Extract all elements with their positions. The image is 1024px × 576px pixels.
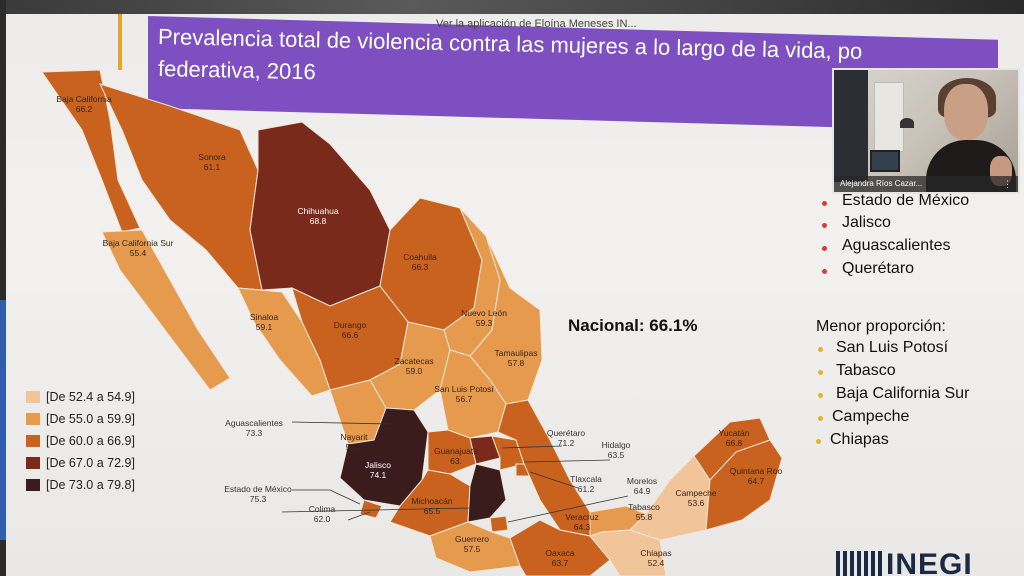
bullet-icon [818,416,823,421]
video-background [900,118,914,128]
label-san-luis-potosi: San Luis Potosí 56.7 [434,384,494,404]
mayor-item: Jalisco [842,214,891,231]
state-hidalgo [491,435,525,471]
bullet-icon [818,370,823,375]
legend-item: [De 73.0 a 79.8] [26,474,135,496]
title-accent [118,14,122,70]
inegi-logo-text: INEGI [886,548,973,576]
bullet-icon [818,347,823,352]
label-campeche: Campeche 53.6 [675,488,717,508]
label-veracruz: Veracruz 64.3 [565,512,599,532]
participant-figure [944,84,988,140]
legend-label: [De 60.0 a 66.9] [46,434,135,448]
map-legend: [De 52.4 a 54.9] [De 55.0 a 59.9] [De 60… [26,386,135,496]
label-nayarit: Nayarit 58.1 [340,432,368,452]
label-colima: Colima 62.0 [308,504,336,524]
bullet-icon [822,223,827,228]
video-background [834,70,868,182]
legend-item: [De 60.0 a 66.9] [26,430,135,452]
label-quintana-roo: Quintana Roo 64.7 [729,466,783,486]
legend-label: [De 67.0 a 72.9] [46,456,135,470]
state-baja-california-sur [101,229,231,391]
legend-item: [De 52.4 a 54.9] [26,386,135,408]
legend-swatch [26,435,40,447]
label-estado-de-mexico: Estado de México 75.3 [224,484,292,504]
label-guanajuato: Guanajuato 63. [434,446,478,466]
bullet-icon [816,439,821,444]
label-michoacan: Michoacán 65.5 [411,496,453,516]
menor-heading: Menor proporción: [816,318,946,335]
inegi-logo-mark [836,551,882,576]
mayor-item: Estado de México [842,192,970,209]
legend-label: [De 52.4 a 54.9] [46,390,135,404]
legend-swatch [26,413,40,425]
video-background [874,82,904,152]
screen-share-banner[interactable]: Ver la aplicación de Eloína Meneses IN..… [436,18,637,30]
menor-item: Tabasco [836,362,896,379]
label-zacatecas: Zacatecas 59.0 [394,356,434,376]
legend-label: [De 55.0 a 59.9] [46,412,135,426]
bullet-icon [818,393,823,398]
label-chiapas: Chiapas 52.4 [640,548,672,568]
label-chihuahua: Chihuahua 68.8 [297,206,339,226]
mayor-item: Aguascalientes [842,237,951,254]
label-aguascalientes: Aguascalientes 73.3 [225,418,283,438]
state-morelos [489,515,509,533]
state-quintana-roo [705,439,783,531]
label-tabasco: Tabasco 55.8 [628,502,660,522]
menor-item: Chiapas [830,431,889,448]
label-yucatan: Yucatán 66.8 [718,428,750,448]
label-baja-california-sur: Baja California Sur 55.4 [102,238,174,258]
label-jalisco: Jalisco 74.1 [365,460,391,480]
label-coahuila: Coahuila 66.3 [403,252,437,272]
label-oaxaca: Oaxaca 63.7 [545,548,575,568]
label-baja-california: Baja California 66.2 [56,94,112,114]
bullet-icon [822,201,827,206]
bullet-icon [822,269,827,274]
legend-label: [De 73.0 a 79.8] [46,478,135,492]
slide-edge-stripe [0,300,6,540]
label-tlaxcala: Tlaxcala 61.2 [570,474,602,494]
monitor-bezel [0,0,1024,14]
bullet-icon [822,246,827,251]
label-tamaulipas: Tamaulipas 57.8 [494,348,538,368]
label-sinaloa: Sinaloa 59.1 [249,312,279,332]
label-durango: Durango 66.6 [333,320,367,340]
label-nuevo-leon: Nuevo León 59.3 [461,308,507,328]
participant-name: Alejandra Ríos Cazar... [834,176,1018,192]
label-guerrero: Guerrero 57.5 [454,534,490,554]
menor-item: San Luis Potosí [836,339,949,356]
national-value: Nacional: 66.1% [568,316,698,335]
mayor-item: Querétaro [842,260,915,277]
label-hidalgo: Hidalgo 63.5 [601,440,631,460]
state-estado-de-mexico [467,463,507,523]
legend-swatch [26,479,40,491]
inegi-logo: INEGI [836,548,973,576]
legend-swatch [26,391,40,403]
leader-lines [281,421,629,523]
legend-item: [De 55.0 a 59.9] [26,408,135,430]
menor-item: Campeche [832,408,910,425]
more-options-icon[interactable]: ⋮ [1003,179,1012,189]
menor-item: Baja California Sur [836,385,970,402]
label-queretaro: Querétaro 71.2 [546,428,586,448]
video-background [870,150,900,172]
legend-item: [De 67.0 a 72.9] [26,452,135,474]
label-morelos: Morelos 64.9 [626,476,658,496]
mexico-map [41,69,783,576]
monitor-bezel-left [0,0,6,576]
legend-swatch [26,457,40,469]
participant-video[interactable]: Alejandra Ríos Cazar... ⋮ [832,68,1020,194]
label-sonora: Sonora 61.1 [198,152,226,172]
